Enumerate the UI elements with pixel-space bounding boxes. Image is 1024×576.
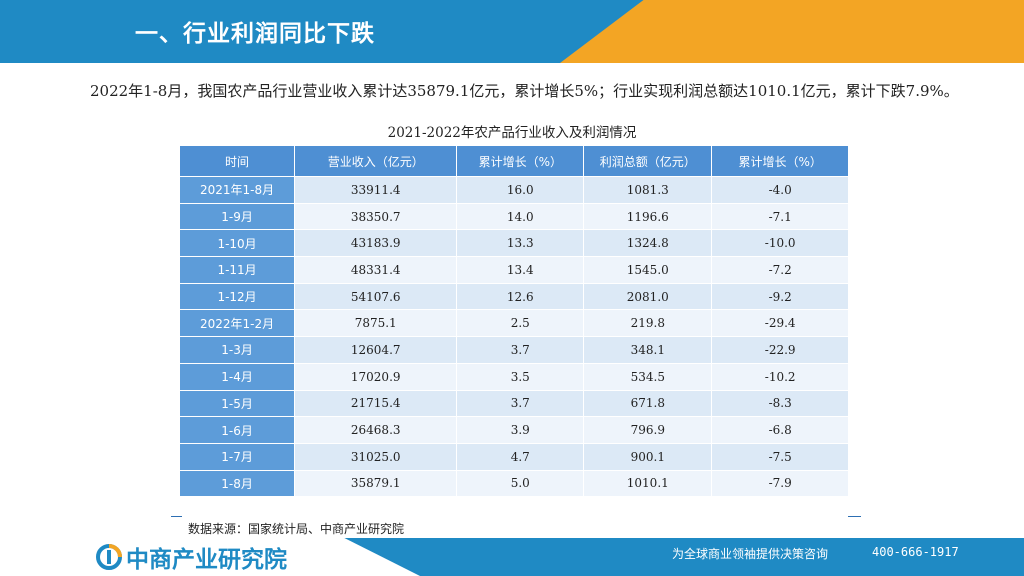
page-title: 一、行业利润同比下跌	[135, 21, 375, 47]
cell-profit: 1324.8	[583, 229, 713, 258]
cell-profit-growth: -9.2	[711, 282, 849, 311]
summary-text: 2022年1-8月，我国农产品行业营业收入累计达35879.1亿元，累计增长5%…	[90, 82, 959, 100]
table-row: 2022年1-2月 7875.1 2.5 219.8 -29.4	[178, 309, 849, 338]
table-row: 1-8月 35879.1 5.0 1010.1 -7.9	[178, 469, 849, 498]
cell-profit-growth: -6.8	[711, 416, 849, 444]
cell-profit-growth: -8.3	[711, 389, 849, 418]
cell-revenue-growth: 2.5	[456, 309, 585, 338]
cell-profit-growth: -4.0	[711, 176, 849, 204]
cell-profit: 796.9	[583, 416, 713, 444]
footer-slogan: 为全球商业领袖提供决策咨询	[672, 547, 829, 561]
cell-revenue: 33911.4	[294, 176, 458, 204]
cell-revenue-growth: 12.6	[456, 282, 585, 311]
cell-time: 1-11月	[178, 256, 296, 284]
cell-revenue: 7875.1	[294, 309, 458, 338]
cell-revenue-growth: 13.3	[456, 229, 585, 258]
cell-time: 1-7月	[178, 442, 296, 471]
cell-time: 1-10月	[178, 229, 296, 258]
cell-revenue: 21715.4	[294, 389, 458, 418]
col-header-revenue-growth: 累计增长（%）	[456, 145, 585, 177]
cell-revenue: 35879.1	[294, 469, 458, 498]
cell-profit: 1545.0	[583, 256, 713, 284]
cell-revenue: 48331.4	[294, 256, 458, 284]
cell-time: 1-12月	[178, 282, 296, 311]
cell-revenue-growth: 5.0	[456, 469, 585, 498]
col-header-profit: 利润总额（亿元）	[583, 145, 713, 177]
cell-revenue: 17020.9	[294, 362, 458, 391]
data-table: 时间 营业收入（亿元） 累计增长（%） 利润总额（亿元） 累计增长（%） 202…	[178, 145, 849, 498]
cell-profit-growth: -10.2	[711, 362, 849, 391]
footer-logo-panel	[0, 538, 420, 576]
cell-profit: 219.8	[583, 309, 713, 338]
cell-time: 2022年1-2月	[178, 309, 296, 338]
cell-profit-growth: -29.4	[711, 309, 849, 338]
cell-time: 1-3月	[178, 336, 296, 364]
cell-revenue: 38350.7	[294, 202, 458, 231]
cell-time: 1-9月	[178, 202, 296, 231]
cell-profit: 900.1	[583, 442, 713, 471]
table-row: 1-6月 26468.3 3.9 796.9 -6.8	[178, 416, 849, 444]
table-row: 1-3月 12604.7 3.7 348.1 -22.9	[178, 336, 849, 364]
cell-profit: 2081.0	[583, 282, 713, 311]
cell-profit-growth: -7.9	[711, 469, 849, 498]
cell-revenue-growth: 3.7	[456, 336, 585, 364]
table-row: 1-5月 21715.4 3.7 671.8 -8.3	[178, 389, 849, 418]
rule-left	[171, 516, 182, 517]
cell-revenue: 12604.7	[294, 336, 458, 364]
cell-profit: 671.8	[583, 389, 713, 418]
cell-profit: 1196.6	[583, 202, 713, 231]
cell-revenue-growth: 3.9	[456, 416, 585, 444]
col-header-time: 时间	[178, 145, 296, 177]
summary-paragraph: 2022年1-8月，我国农产品行业营业收入累计达35879.1亿元，累计增长5%…	[60, 76, 990, 106]
table-row: 2021年1-8月 33911.4 16.0 1081.3 -4.0	[178, 176, 849, 204]
cell-revenue-growth: 4.7	[456, 442, 585, 471]
cell-revenue-growth: 3.5	[456, 362, 585, 391]
header-accent	[560, 0, 1024, 63]
cell-time: 1-6月	[178, 416, 296, 444]
footer-logo: 中商产业研究院	[96, 540, 287, 574]
table-row: 1-12月 54107.6 12.6 2081.0 -9.2	[178, 282, 849, 311]
table-row: 1-9月 38350.7 14.0 1196.6 -7.1	[178, 202, 849, 231]
cell-profit-growth: -7.2	[711, 256, 849, 284]
table-title: 2021-2022年农产品行业收入及利润情况	[387, 125, 637, 141]
cell-revenue: 43183.9	[294, 229, 458, 258]
cell-revenue-growth: 14.0	[456, 202, 585, 231]
col-header-revenue: 营业收入（亿元）	[294, 145, 458, 177]
logo-text: 中商产业研究院	[126, 547, 287, 573]
cell-profit: 1081.3	[583, 176, 713, 204]
cell-profit: 1010.1	[583, 469, 713, 498]
cell-revenue: 31025.0	[294, 442, 458, 471]
cell-profit-growth: -10.0	[711, 229, 849, 258]
cell-profit: 534.5	[583, 362, 713, 391]
cell-profit-growth: -7.5	[711, 442, 849, 471]
table-row: 1-11月 48331.4 13.4 1545.0 -7.2	[178, 256, 849, 284]
table-row: 1-4月 17020.9 3.5 534.5 -10.2	[178, 362, 849, 391]
col-header-profit-growth: 累计增长（%）	[711, 145, 849, 177]
cell-revenue: 54107.6	[294, 282, 458, 311]
cell-profit-growth: -7.1	[711, 202, 849, 231]
cell-time: 1-8月	[178, 469, 296, 498]
cell-revenue: 26468.3	[294, 416, 458, 444]
table-row: 1-10月 43183.9 13.3 1324.8 -10.0	[178, 229, 849, 258]
cell-profit: 348.1	[583, 336, 713, 364]
cell-revenue-growth: 3.7	[456, 389, 585, 418]
cell-time: 1-4月	[178, 362, 296, 391]
cell-time: 1-5月	[178, 389, 296, 418]
cell-profit-growth: -22.9	[711, 336, 849, 364]
rule-right	[848, 516, 861, 517]
cell-time: 2021年1-8月	[178, 176, 296, 204]
table-header-row: 时间 营业收入（亿元） 累计增长（%） 利润总额（亿元） 累计增长（%）	[178, 145, 849, 177]
logo-mark-icon	[96, 544, 122, 570]
table-row: 1-7月 31025.0 4.7 900.1 -7.5	[178, 442, 849, 471]
cell-revenue-growth: 13.4	[456, 256, 585, 284]
data-source: 数据来源：国家统计局、中商产业研究院	[188, 522, 405, 536]
footer-phone: 400-666-1917	[872, 545, 959, 559]
cell-revenue-growth: 16.0	[456, 176, 585, 204]
